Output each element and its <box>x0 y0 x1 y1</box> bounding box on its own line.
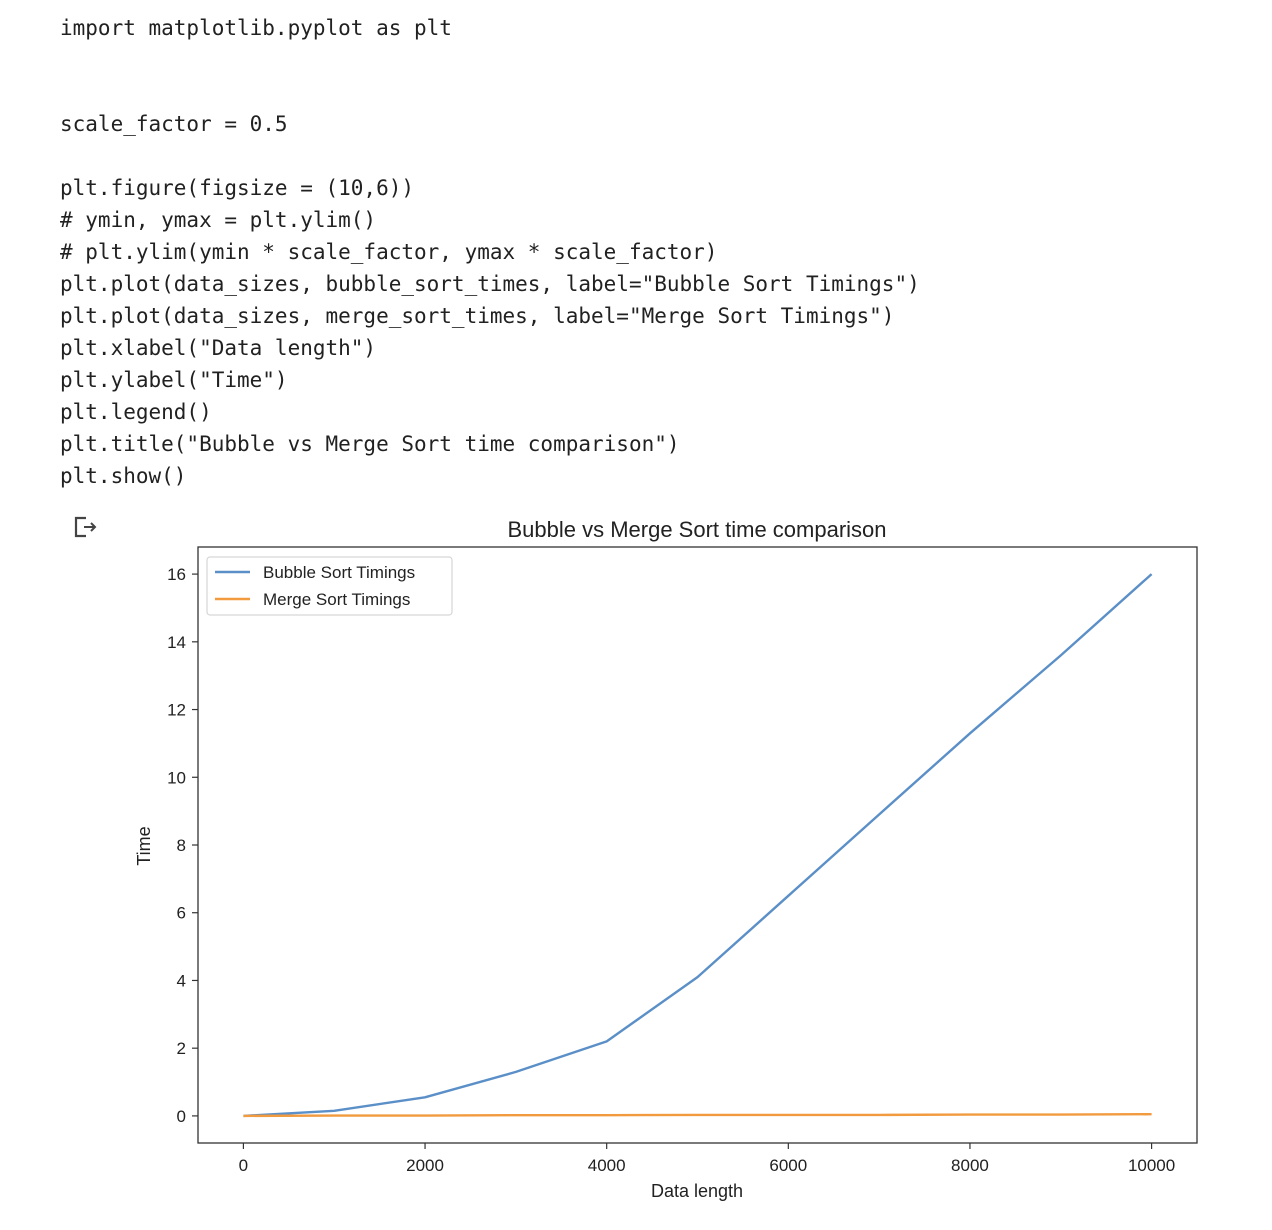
code-line: scale_factor = 0.5 <box>60 112 288 136</box>
code-line: plt.figure(figsize = (10,6)) <box>60 176 415 200</box>
x-tick-label: 0 <box>239 1156 248 1175</box>
output-redirect-icon[interactable] <box>72 514 100 540</box>
x-tick-label: 4000 <box>588 1156 626 1175</box>
x-tick-label: 8000 <box>951 1156 989 1175</box>
legend-label: Merge Sort Timings <box>263 590 410 609</box>
code-line: import matplotlib.pyplot as plt <box>60 16 452 40</box>
code-line: plt.plot(data_sizes, merge_sort_times, l… <box>60 304 895 328</box>
y-tick-label: 6 <box>177 904 186 923</box>
chart-title: Bubble vs Merge Sort time comparison <box>507 517 886 542</box>
code-line: plt.title("Bubble vs Merge Sort time com… <box>60 432 680 456</box>
series-line-bubble-sort <box>243 573 1153 1118</box>
code-line: plt.xlabel("Data length") <box>60 336 377 360</box>
y-tick-label: 12 <box>167 701 186 720</box>
code-cell[interactable]: import matplotlib.pyplot as plt scale_fac… <box>60 12 1240 492</box>
legend-label: Bubble Sort Timings <box>263 563 415 582</box>
code-line: plt.show() <box>60 464 187 488</box>
legend: Bubble Sort Timings Merge Sort Timings <box>206 556 453 616</box>
plot-area-frame <box>197 546 1198 1144</box>
x-tick-label: 10000 <box>1128 1156 1175 1175</box>
y-tick-label: 8 <box>177 836 186 855</box>
x-axis-label: Data length <box>651 1181 743 1201</box>
legend-box <box>206 556 453 616</box>
series-lines <box>243 573 1153 1118</box>
y-tick-label: 4 <box>177 971 186 990</box>
series-line-merge-sort <box>243 1113 1152 1118</box>
y-tick-label: 2 <box>177 1039 186 1058</box>
y-tick-label: 10 <box>167 768 186 787</box>
x-tick-label: 6000 <box>769 1156 807 1175</box>
y-tick-label: 14 <box>167 633 186 652</box>
line-chart: Bubble vs Merge Sort time comparison 0 20… <box>134 517 1198 1201</box>
y-tick-label: 16 <box>167 565 186 584</box>
code-line: plt.legend() <box>60 400 212 424</box>
code-line: # ymin, ymax = plt.ylim() <box>60 208 377 232</box>
x-tick-label: 2000 <box>406 1156 444 1175</box>
code-line: plt.plot(data_sizes, bubble_sort_times, … <box>60 272 920 296</box>
y-tick-label: 0 <box>177 1107 186 1126</box>
y-axis-label: Time <box>134 826 154 865</box>
code-line: plt.ylabel("Time") <box>60 368 288 392</box>
axis-ticks: 0 2000 4000 6000 8000 10000 0 2 4 6 8 10 12 14 16 <box>167 565 1175 1175</box>
code-line <box>60 44 1240 76</box>
code-line <box>60 140 1240 172</box>
code-line: # plt.ylim(ymin * scale_factor, ymax * s… <box>60 240 718 264</box>
code-line <box>60 76 1240 108</box>
